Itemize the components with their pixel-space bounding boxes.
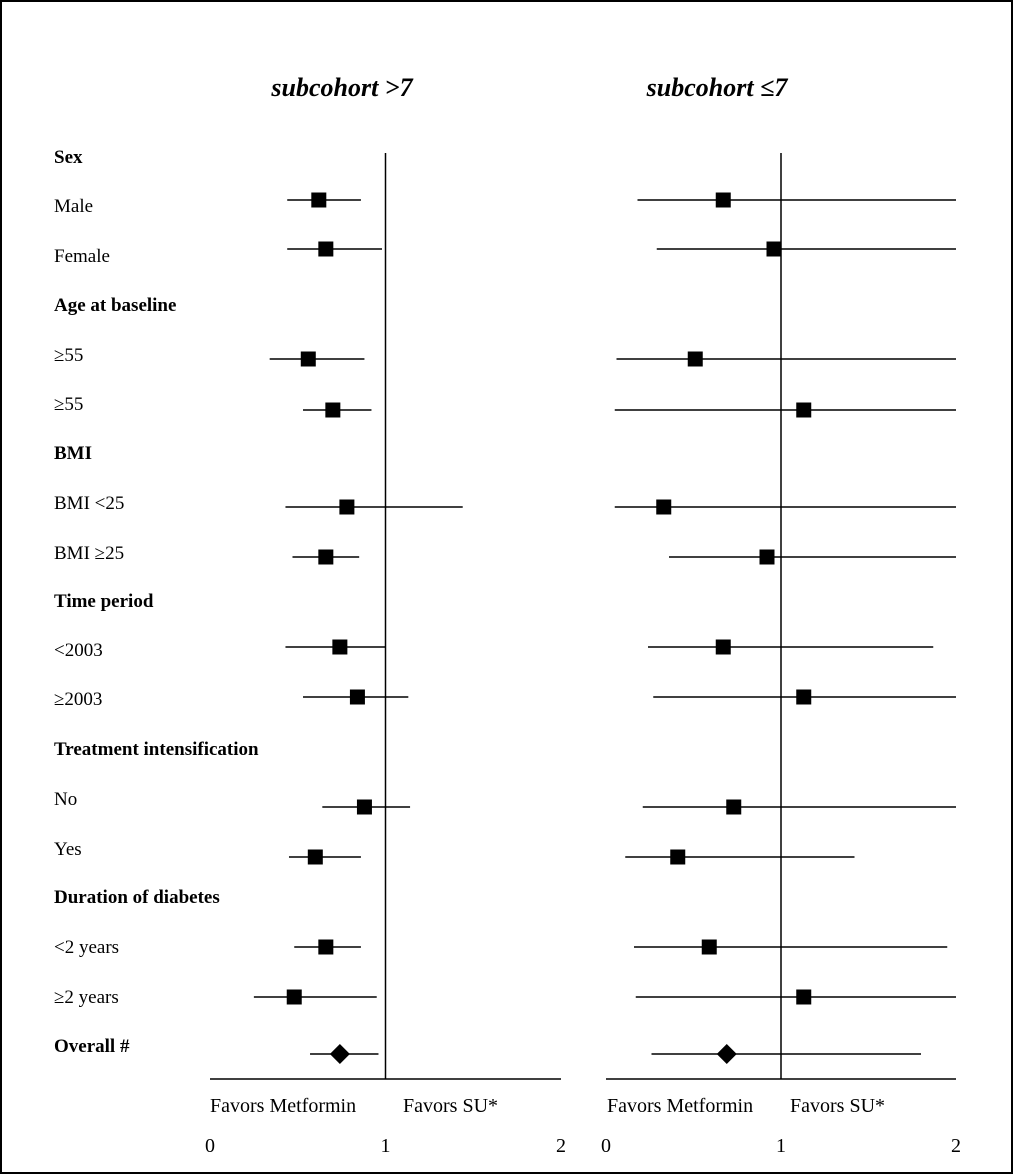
point-estimate-marker xyxy=(311,192,327,208)
point-estimate-marker xyxy=(318,939,334,955)
point-estimate-marker xyxy=(656,499,672,515)
favors-metformin-label: Favors Metformin xyxy=(210,1095,356,1117)
point-estimate-marker xyxy=(325,402,341,418)
row-label: ≥55 xyxy=(54,345,83,366)
section-heading-label: Age at baseline xyxy=(54,295,176,316)
row-label: <2 years xyxy=(54,937,119,958)
section-heading-label: Overall # xyxy=(54,1036,130,1057)
row-label: BMI ≥25 xyxy=(54,543,124,564)
row-label: ≥2003 xyxy=(54,689,102,710)
point-estimate-marker xyxy=(307,849,323,865)
point-estimate-marker xyxy=(796,989,812,1005)
favors-su-label: Favors SU* xyxy=(790,1095,885,1117)
point-estimate-marker xyxy=(701,939,717,955)
section-heading-label: Sex xyxy=(54,147,83,168)
point-estimate-marker xyxy=(300,351,316,367)
favors-metformin-label: Favors Metformin xyxy=(607,1095,753,1117)
point-estimate-marker xyxy=(796,402,812,418)
row-label: <2003 xyxy=(54,640,103,661)
point-estimate-marker xyxy=(318,241,334,257)
row-label: No xyxy=(54,789,77,810)
point-estimate-marker xyxy=(759,549,775,565)
section-heading-label: Duration of diabetes xyxy=(54,887,220,908)
point-estimate-marker xyxy=(318,549,334,565)
point-estimate-marker xyxy=(726,799,742,815)
point-estimate-marker xyxy=(339,499,355,515)
overall-estimate-diamond xyxy=(329,1044,350,1064)
point-estimate-marker xyxy=(349,689,365,705)
panel-title: subcohort >7 xyxy=(270,73,413,102)
x-tick-label: 2 xyxy=(951,1135,961,1157)
favors-su-label: Favors SU* xyxy=(403,1095,498,1117)
x-tick-label: 1 xyxy=(381,1135,391,1157)
overall-estimate-diamond xyxy=(716,1044,737,1064)
row-label: ≥2 years xyxy=(54,987,119,1008)
x-tick-label: 0 xyxy=(205,1135,215,1157)
x-tick-label: 2 xyxy=(556,1135,566,1157)
point-estimate-marker xyxy=(766,241,782,257)
row-label: Male xyxy=(54,196,93,217)
point-estimate-marker xyxy=(286,989,302,1005)
point-estimate-marker xyxy=(715,639,731,655)
section-heading-label: Time period xyxy=(54,591,154,612)
point-estimate-marker xyxy=(687,351,703,367)
row-label: Female xyxy=(54,246,110,267)
point-estimate-marker xyxy=(670,849,686,865)
section-heading-label: Treatment intensification xyxy=(54,739,259,760)
panel-title: subcohort ≤7 xyxy=(646,73,789,102)
x-tick-label: 1 xyxy=(776,1135,786,1157)
x-tick-label: 0 xyxy=(601,1135,611,1157)
row-label: Yes xyxy=(54,839,82,860)
point-estimate-marker xyxy=(332,639,348,655)
row-label: BMI <25 xyxy=(54,493,124,514)
point-estimate-marker xyxy=(715,192,731,208)
row-label: ≥55 xyxy=(54,394,83,415)
point-estimate-marker xyxy=(796,689,812,705)
section-heading-label: BMI xyxy=(54,443,92,464)
point-estimate-marker xyxy=(356,799,372,815)
